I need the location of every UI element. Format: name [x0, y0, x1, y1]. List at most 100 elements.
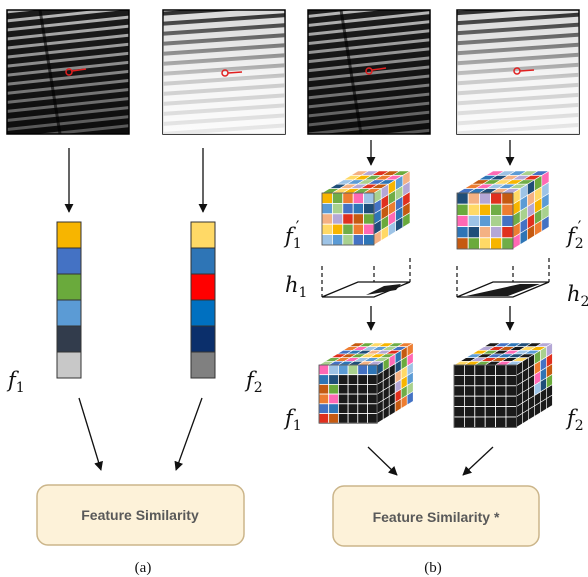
caption-b: (b)	[424, 560, 442, 576]
f1-vector-cell-3	[56, 273, 82, 301]
f2-masked-front-cell	[463, 416, 476, 428]
f2-prime-front-cell	[501, 237, 514, 250]
masked-cube-f1	[317, 342, 415, 424]
fingerprint-image-a2	[162, 9, 286, 135]
feature-cube-f2-prime	[455, 170, 551, 250]
f2-masked-front-cell	[495, 374, 507, 387]
f1-vector-cell-6	[56, 351, 82, 379]
f2-vector-cell-5	[190, 325, 216, 353]
f1-masked-front-cell	[357, 383, 368, 395]
f1-vector-cell-5	[56, 325, 82, 353]
f1-masked-front-cell	[347, 413, 359, 424]
f1-prime-front-cell	[321, 223, 333, 235]
f2-prime-front-cell	[467, 214, 480, 227]
f2-masked-front-cell	[505, 374, 517, 387]
f2-vector-cell-3	[190, 273, 216, 301]
f2-prime-front-cell	[501, 192, 514, 205]
f1-prime-front-cell	[352, 192, 365, 204]
f2-masked-front-cell	[484, 416, 497, 428]
f1-masked-front-cell	[328, 374, 339, 385]
f2-prime-front-cell	[456, 192, 469, 205]
f2-masked-front-cell	[505, 395, 517, 408]
svg-text:Feature Similarity *: Feature Similarity *	[373, 509, 500, 525]
f1-prime-front-cell	[331, 192, 344, 204]
f1-prime-front-cell	[321, 234, 333, 246]
f1-masked-front-cell	[328, 403, 339, 414]
f1-vector-cell-4	[56, 299, 82, 327]
f2-masked-front-cell	[495, 406, 507, 418]
feature-vector-f1	[56, 221, 82, 379]
f1-masked-front-cell	[328, 393, 339, 405]
f1-prime-front-cell	[363, 234, 375, 246]
minutia-marker-b1	[365, 67, 387, 75]
f2-masked-front-cell	[505, 406, 517, 418]
f2-masked-front-cell	[474, 364, 486, 376]
f2-prime-front-cell	[456, 237, 469, 250]
f2-masked-front-cell	[505, 416, 517, 428]
f1-masked-front-cell	[347, 403, 359, 414]
f2-prime-front-cell	[490, 237, 503, 250]
f2-masked-side-cell	[546, 394, 553, 410]
f2-masked-front-cell	[474, 406, 486, 418]
f1-prime-front-cell	[331, 223, 344, 235]
f1-masked-front-cell	[318, 393, 330, 405]
fingerprint-image-b1	[307, 9, 431, 135]
f2-masked-front-cell	[495, 364, 507, 376]
f2-masked-front-cell	[505, 385, 517, 397]
f1-prime-front-cell	[363, 192, 375, 204]
f1-prime-front-cell	[363, 223, 375, 235]
f2-masked-front-cell	[463, 406, 476, 418]
f1-masked-front-cell	[337, 364, 349, 376]
f2-masked-front-cell	[474, 416, 486, 428]
f2-prime-front-cell	[490, 226, 503, 239]
f2-masked-front-cell	[463, 395, 476, 408]
f1-masked-front-cell	[318, 364, 330, 376]
f1-masked-front-cell	[328, 413, 339, 424]
f1-masked-front-cell	[318, 403, 330, 414]
f2-masked-front-cell	[453, 385, 465, 397]
f2-prime-front-cell	[501, 203, 514, 216]
f1-masked-front-cell	[347, 374, 359, 385]
f1-masked-front-cell	[367, 383, 378, 395]
f1-masked-side-cell	[406, 390, 414, 406]
feature-vector-f2	[190, 221, 216, 379]
f2-masked-front-cell	[453, 364, 465, 376]
f1-prime-front-cell	[342, 192, 354, 204]
fingerprint-image-a1	[6, 9, 130, 135]
f2-masked-front-cell	[474, 395, 486, 408]
f2-vector-cell-2	[190, 247, 216, 275]
f2-prime-front-cell	[456, 226, 469, 239]
f2-prime-front-cell	[456, 203, 469, 216]
f1-masked-front-cell	[337, 374, 349, 385]
f2-prime-front-cell	[478, 203, 491, 216]
label-h1: h1	[285, 273, 307, 301]
f1-masked-front-cell	[357, 374, 368, 385]
f1-masked-front-cell	[318, 383, 330, 395]
f1-prime-front-cell	[342, 202, 354, 215]
f1-prime-side-cell	[402, 212, 411, 228]
f1-masked-front-cell	[347, 364, 359, 376]
f1-prime-front-cell	[331, 202, 344, 215]
feature-cube-f1-prime	[320, 170, 412, 246]
f2-prime-front-cell	[478, 192, 491, 205]
f1-masked-front-cell	[337, 383, 349, 395]
f2-masked-front-cell	[495, 395, 507, 408]
f2-masked-front-cell	[463, 374, 476, 387]
f1-vector-cell-1	[56, 221, 82, 249]
f2-masked-front-cell	[474, 374, 486, 387]
f2-masked-front-cell	[505, 364, 517, 376]
f1-masked-front-cell	[367, 374, 378, 385]
f2-prime-front-cell	[467, 203, 480, 216]
label-f1-b: f1	[283, 406, 302, 434]
arrow-a1-to-box	[78, 397, 103, 471]
f1-prime-front-cell	[342, 223, 354, 235]
f1-masked-front-cell	[347, 383, 359, 395]
f1-masked-front-cell	[337, 413, 349, 424]
f1-masked-front-cell	[318, 413, 330, 424]
label-f1-a: f1	[6, 368, 25, 396]
f2-prime-front-cell	[501, 226, 514, 239]
f1-prime-front-cell	[342, 213, 354, 225]
caption-a: (a)	[135, 560, 152, 576]
f1-prime-front-cell	[342, 234, 354, 246]
